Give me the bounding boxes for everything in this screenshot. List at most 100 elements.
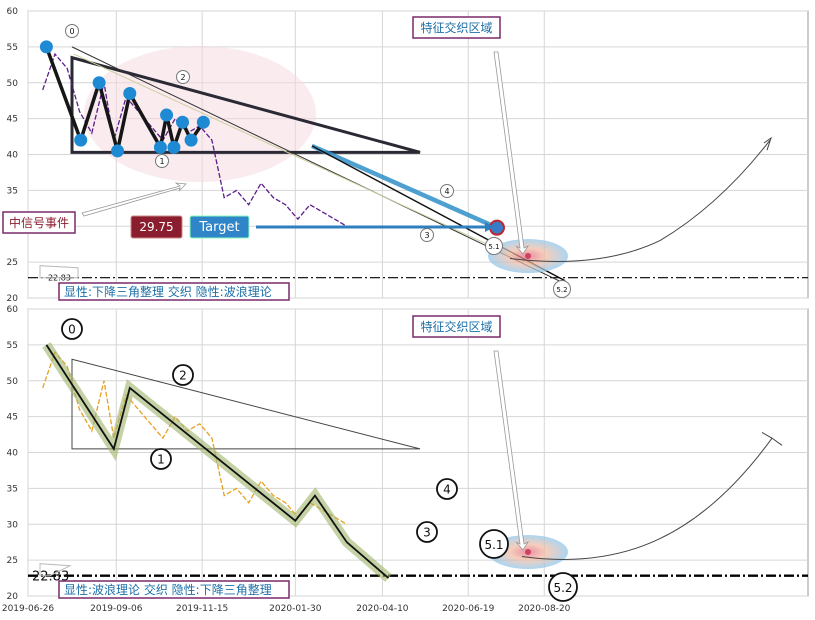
trend-guide-line <box>73 53 566 281</box>
wave-label: 0 <box>68 323 76 337</box>
wave-label: 2 <box>180 73 185 82</box>
x-tick-label: 2019-11-15 <box>176 604 228 614</box>
wave-label: 1 <box>157 453 165 467</box>
descending-triangle <box>70 55 421 154</box>
wave-label: 0 <box>69 27 74 36</box>
bottom-panel: 20253035404550556022.83特征交织区域012345.15.2… <box>7 305 809 602</box>
projection-arrowhead <box>763 136 772 151</box>
event-callout-arrow <box>81 182 187 217</box>
region-callout-arrow <box>493 51 530 255</box>
region-callout-label: 特征交织区域 <box>420 20 492 35</box>
pivot-point <box>123 87 137 101</box>
wave-label: 1 <box>159 157 164 166</box>
x-tick-label: 2019-09-06 <box>90 604 143 614</box>
wave-label-marker <box>440 184 454 198</box>
target-arrowhead <box>485 222 494 232</box>
x-axis: 2019-06-26 2019-09-06 2019-11-15 2020-01-30… <box>2 604 571 614</box>
y-tick-label: 55 <box>7 341 18 351</box>
y-tick-label: 45 <box>7 115 18 125</box>
x-tick-label: 2020-08-20 <box>518 604 571 614</box>
top-panel: 20253035404550556022.8329.75Target中信号事件特… <box>2 7 809 304</box>
wave-label-marker <box>61 318 83 340</box>
wave-path <box>45 344 390 579</box>
descending-triangle <box>71 358 421 450</box>
trend-guide-line <box>71 46 566 285</box>
wave-label-marker <box>416 521 438 543</box>
y-tick-label: 50 <box>7 79 19 89</box>
region-callout-arrow <box>493 350 530 551</box>
y-tick-label: 30 <box>7 520 19 530</box>
breakdown-line <box>311 143 498 230</box>
wave-label: 4 <box>443 483 451 497</box>
wave-highlight <box>42 342 392 582</box>
y-tick-label: 35 <box>7 484 18 494</box>
wave-label: 5.1 <box>488 243 499 251</box>
y-tick-label: 60 <box>7 305 19 315</box>
pivot-point <box>184 133 198 147</box>
wave-label-marker <box>485 237 503 255</box>
projection-curve <box>521 437 773 560</box>
wave-label: 3 <box>424 231 429 240</box>
reversal-zone-center <box>525 549 531 555</box>
pattern-note-box <box>58 580 290 599</box>
x-tick-label: 2019-06-26 <box>2 604 55 614</box>
projection-curve <box>509 139 771 262</box>
wave-label: 3 <box>423 526 431 540</box>
pivot-point <box>160 108 174 122</box>
x-tick-label: 2020-04-10 <box>356 604 409 614</box>
price-series-line <box>42 52 348 227</box>
y-tick-label: 25 <box>7 556 18 566</box>
wave-label: 4 <box>444 187 449 196</box>
wave-label-marker <box>553 280 571 298</box>
pivot-point <box>196 115 210 129</box>
wave-label: 5.2 <box>553 581 572 595</box>
wave-label-marker <box>172 364 194 386</box>
y-tick-label: 60 <box>7 7 19 17</box>
y-tick-label: 55 <box>7 43 18 53</box>
wave-label-marker <box>155 154 169 168</box>
y-tick-label: 45 <box>7 413 18 423</box>
wave-label-marker <box>479 529 509 559</box>
y-tick-label: 50 <box>7 377 19 387</box>
wave-label: 5.1 <box>484 538 503 552</box>
event-callout-label: 中信号事件 <box>9 215 69 230</box>
wave-label-marker <box>436 478 458 500</box>
pivot-point <box>74 133 88 147</box>
y-tick-label: 20 <box>7 294 19 304</box>
support-label-arrow <box>39 265 79 279</box>
region-callout-box <box>412 315 501 338</box>
region-callout-label: 特征交织区域 <box>420 319 492 334</box>
y-tick-label: 40 <box>7 449 19 459</box>
wave-label: 2 <box>179 369 187 383</box>
pivot-point <box>153 140 167 154</box>
x-tick-label: 2020-06-19 <box>442 604 495 614</box>
wave-label-marker <box>548 572 578 602</box>
wave-label-marker <box>150 448 172 470</box>
target-box <box>189 215 250 239</box>
pivot-point <box>92 76 106 90</box>
wave-label: 5.2 <box>556 286 567 294</box>
pattern-note-box <box>58 282 290 301</box>
wave-label-marker <box>176 70 190 84</box>
pattern-note-label: 显性:波浪理论 交织 隐性:下降三角整理 <box>64 582 272 597</box>
price-box <box>130 215 183 239</box>
target-box-label: Target <box>198 220 239 235</box>
projection-arrowhead <box>761 431 783 446</box>
y-tick-label: 25 <box>7 258 18 268</box>
wave-label-marker <box>65 24 79 38</box>
region-callout-box <box>412 16 501 39</box>
support-label-arrow <box>39 563 72 577</box>
pivot-point <box>167 140 181 154</box>
pattern-note-label: 显性:下降三角整理 交织 隐性:波浪理论 <box>64 284 272 299</box>
pivot-point <box>39 40 53 54</box>
pivot-point <box>111 144 125 158</box>
y-tick-label: 40 <box>7 151 19 161</box>
x-tick-label: 2020-01-30 <box>269 604 322 614</box>
y-tick-label: 35 <box>7 186 18 196</box>
price-box-label: 29.75 <box>139 220 173 234</box>
pivot-point <box>176 115 190 129</box>
wave-label-marker <box>420 228 434 242</box>
reversal-zone-center <box>525 253 531 259</box>
event-callout-box <box>2 211 76 234</box>
